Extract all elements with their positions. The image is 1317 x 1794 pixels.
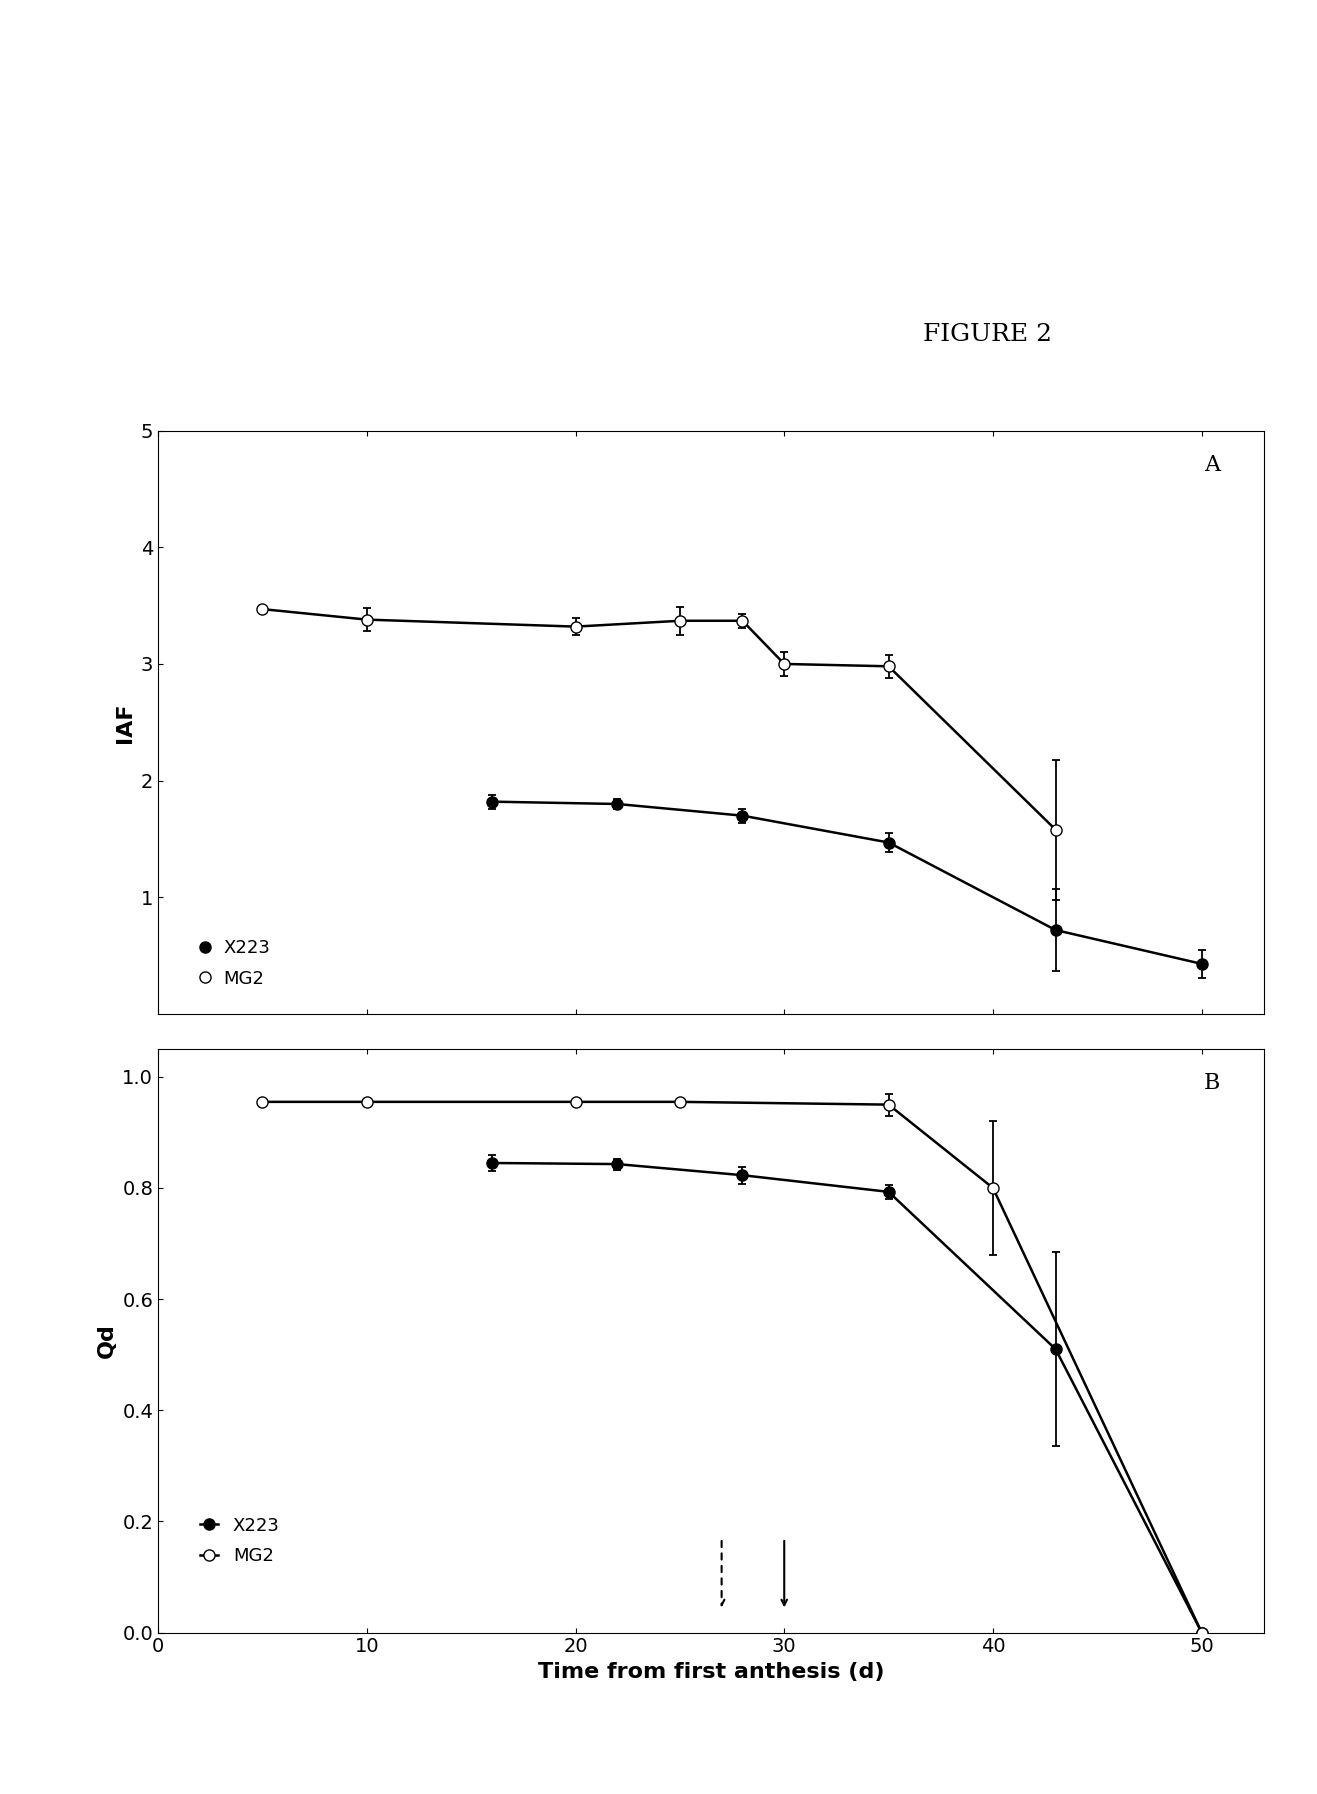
Legend: X223, MG2: X223, MG2 <box>200 1516 279 1564</box>
Y-axis label: IAF: IAF <box>115 701 136 743</box>
Y-axis label: Qd: Qd <box>96 1324 117 1358</box>
Legend: X223, MG2: X223, MG2 <box>200 938 270 987</box>
X-axis label: Time from first anthesis (d): Time from first anthesis (d) <box>537 1661 885 1683</box>
Text: FIGURE 2: FIGURE 2 <box>923 323 1052 346</box>
Text: A: A <box>1204 454 1220 475</box>
Text: B: B <box>1204 1073 1220 1094</box>
